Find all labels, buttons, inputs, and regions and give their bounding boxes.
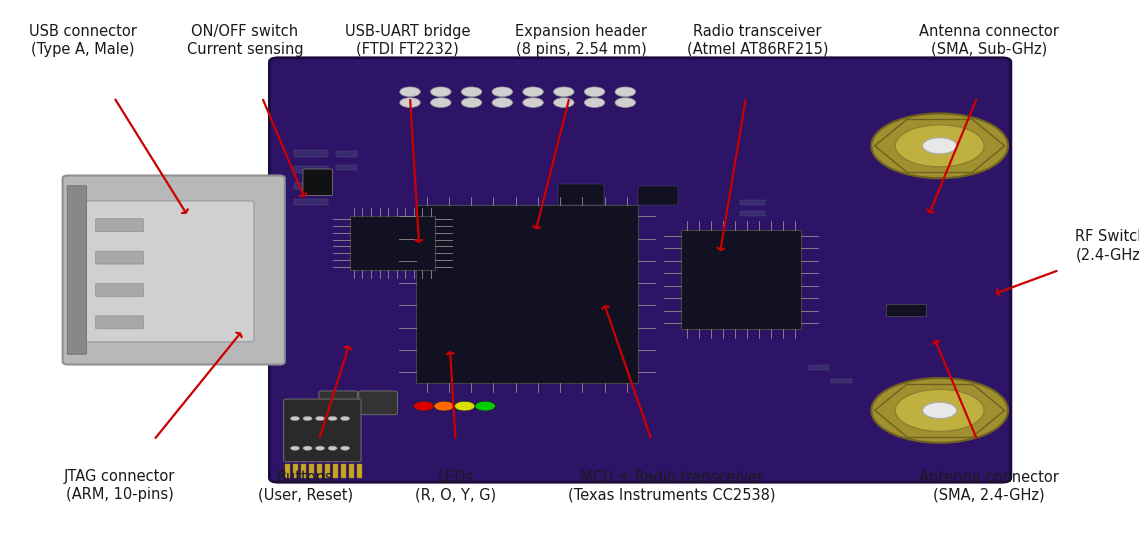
Text: USB connector
(Type A, Male): USB connector (Type A, Male) (30, 24, 137, 57)
Text: Antenna connector
(SMA, Sub-GHz): Antenna connector (SMA, Sub-GHz) (919, 24, 1058, 57)
Circle shape (923, 138, 957, 154)
FancyBboxPatch shape (336, 165, 357, 170)
FancyBboxPatch shape (809, 365, 829, 370)
FancyBboxPatch shape (336, 151, 357, 157)
FancyBboxPatch shape (325, 464, 330, 478)
FancyBboxPatch shape (293, 464, 298, 478)
FancyBboxPatch shape (359, 391, 398, 415)
Circle shape (895, 125, 984, 167)
Circle shape (328, 446, 337, 450)
FancyBboxPatch shape (96, 219, 144, 232)
Circle shape (341, 416, 350, 421)
FancyBboxPatch shape (350, 216, 435, 270)
FancyBboxPatch shape (681, 230, 801, 329)
Circle shape (328, 416, 337, 421)
Circle shape (316, 416, 325, 421)
Text: Radio transceiver
(Atmel AT86RF215): Radio transceiver (Atmel AT86RF215) (687, 24, 828, 57)
FancyBboxPatch shape (341, 464, 346, 478)
Text: RF Switch
(2.4-GHz): RF Switch (2.4-GHz) (1075, 229, 1139, 262)
Text: JTAG connector
(ARM, 10-pins): JTAG connector (ARM, 10-pins) (64, 469, 175, 503)
Circle shape (431, 98, 451, 107)
Circle shape (475, 401, 495, 411)
Circle shape (554, 98, 574, 107)
Circle shape (461, 87, 482, 97)
Circle shape (413, 401, 434, 411)
FancyBboxPatch shape (349, 464, 354, 478)
FancyBboxPatch shape (269, 58, 1011, 482)
Text: Buttons
(User, Reset): Buttons (User, Reset) (257, 469, 353, 503)
Circle shape (523, 98, 543, 107)
FancyBboxPatch shape (309, 464, 314, 478)
FancyBboxPatch shape (831, 379, 852, 383)
Text: Expansion header
(8 pins, 2.54 mm): Expansion header (8 pins, 2.54 mm) (515, 24, 647, 57)
FancyBboxPatch shape (294, 183, 328, 189)
Circle shape (431, 87, 451, 97)
Circle shape (871, 113, 1008, 178)
FancyBboxPatch shape (740, 200, 765, 205)
Circle shape (454, 401, 475, 411)
Circle shape (584, 98, 605, 107)
Circle shape (400, 87, 420, 97)
Circle shape (434, 401, 454, 411)
FancyBboxPatch shape (67, 186, 87, 354)
Circle shape (341, 446, 350, 450)
Text: Antenna connector
(SMA, 2.4-GHz): Antenna connector (SMA, 2.4-GHz) (919, 469, 1058, 503)
Circle shape (290, 446, 300, 450)
FancyBboxPatch shape (638, 186, 678, 205)
Circle shape (290, 416, 300, 421)
FancyBboxPatch shape (333, 464, 338, 478)
Circle shape (303, 446, 312, 450)
FancyBboxPatch shape (416, 205, 638, 383)
FancyBboxPatch shape (301, 464, 306, 478)
FancyBboxPatch shape (96, 284, 144, 296)
FancyBboxPatch shape (63, 176, 285, 364)
Circle shape (492, 87, 513, 97)
FancyBboxPatch shape (285, 464, 290, 478)
Circle shape (303, 416, 312, 421)
FancyBboxPatch shape (284, 399, 361, 462)
Circle shape (584, 87, 605, 97)
FancyBboxPatch shape (317, 464, 322, 478)
Circle shape (461, 98, 482, 107)
Circle shape (923, 402, 957, 418)
Text: ON/OFF switch
Current sensing: ON/OFF switch Current sensing (187, 24, 303, 57)
FancyBboxPatch shape (294, 199, 328, 205)
FancyBboxPatch shape (886, 304, 926, 316)
Text: LEDs
(R, O, Y, G): LEDs (R, O, Y, G) (415, 469, 497, 503)
Circle shape (492, 98, 513, 107)
Text: MCU + Radio transceiver
(Texas Instruments CC2538): MCU + Radio transceiver (Texas Instrumen… (568, 469, 776, 503)
Circle shape (554, 87, 574, 97)
FancyBboxPatch shape (294, 150, 328, 157)
FancyBboxPatch shape (319, 391, 358, 415)
FancyBboxPatch shape (303, 169, 333, 195)
Circle shape (523, 87, 543, 97)
Circle shape (895, 389, 984, 431)
FancyBboxPatch shape (740, 211, 765, 216)
FancyBboxPatch shape (82, 201, 254, 342)
FancyBboxPatch shape (558, 184, 604, 205)
Circle shape (316, 446, 325, 450)
Circle shape (871, 378, 1008, 443)
FancyBboxPatch shape (96, 251, 144, 264)
Text: USB-UART bridge
(FTDI FT2232): USB-UART bridge (FTDI FT2232) (345, 24, 470, 57)
Circle shape (615, 98, 636, 107)
Circle shape (400, 98, 420, 107)
FancyBboxPatch shape (294, 166, 328, 173)
FancyBboxPatch shape (357, 464, 362, 478)
FancyBboxPatch shape (96, 316, 144, 329)
Circle shape (615, 87, 636, 97)
